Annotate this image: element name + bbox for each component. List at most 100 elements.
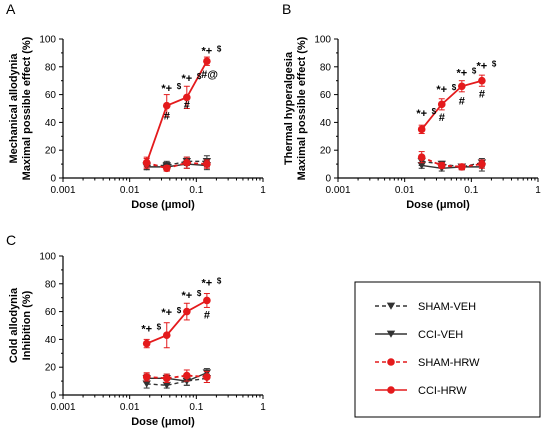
significance-label: *+	[202, 45, 213, 57]
significance-label: #	[184, 100, 190, 112]
legend-item: CCI-VEH	[375, 329, 463, 341]
y-tick-label: 20	[45, 146, 57, 157]
data-point	[162, 374, 171, 383]
significance-sup: $	[157, 322, 162, 331]
legend-marker	[386, 302, 396, 310]
series-cci-veh	[417, 162, 487, 173]
y-tick-label: 40	[45, 118, 57, 129]
significance-label: *+	[181, 290, 192, 302]
series-sham-veh	[417, 156, 487, 171]
series-line	[421, 156, 483, 168]
y-tick-label: 0	[325, 174, 331, 185]
data-point	[417, 153, 426, 161]
x-tick-label: 1	[260, 402, 266, 413]
panel-c: C 0 20 40 60 80 100 0.001 0.01 0.1 1 Dose (μmol) Col…	[6, 232, 266, 428]
data-point	[203, 57, 211, 66]
significance-sup: $	[492, 60, 497, 69]
data-point	[183, 93, 191, 102]
data-point	[417, 125, 426, 134]
y-tick-label: 20	[45, 363, 57, 374]
data-point	[183, 371, 191, 380]
legend-label: SHAM-HRW	[418, 357, 480, 369]
x-tick-label: 0.1	[189, 402, 203, 413]
series-line	[146, 299, 208, 345]
data-point	[478, 76, 486, 85]
data-point	[203, 373, 211, 381]
series-sham-hrw	[417, 151, 486, 171]
legend-marker	[387, 358, 395, 366]
x-axis-title: Dose (μmol)	[131, 416, 195, 428]
x-tick-label: 0.001	[50, 185, 75, 196]
y-tick-label: 80	[320, 62, 332, 73]
x-tick-label: 0.1	[464, 185, 478, 196]
data-point	[162, 381, 171, 390]
data-point	[162, 331, 171, 340]
series-cci-hrw	[142, 56, 211, 169]
significance-sup: $	[452, 83, 457, 92]
y-tick-label: 40	[320, 118, 332, 129]
legend-item: SHAM-VEH	[375, 301, 476, 313]
panel-letter: B	[282, 1, 291, 17]
x-tick-label: 1	[535, 185, 541, 196]
legend-label: CCI-HRW	[418, 385, 467, 397]
significance-label: #	[439, 112, 445, 124]
y-tick-label: 60	[320, 90, 332, 101]
panel-letter: A	[6, 1, 16, 17]
legend-label: SHAM-VEH	[418, 301, 476, 313]
x-tick-label: 0.01	[120, 185, 140, 196]
x-axis-title: Dose (μmol)	[406, 199, 470, 211]
series-line	[420, 79, 483, 130]
significance-sup: $	[217, 44, 222, 53]
significance-label: *+	[436, 84, 447, 96]
x-tick-label: 1	[260, 185, 266, 196]
legend-item: CCI-HRW	[375, 385, 467, 397]
y-axis-title-line: Inhibition (%)	[21, 290, 33, 360]
y-tick-label: 100	[39, 252, 56, 263]
data-point	[142, 373, 151, 381]
significance-sup: $	[472, 67, 477, 76]
significance-label: *+	[202, 278, 213, 290]
significance-sup: $	[217, 277, 222, 286]
x-tick-label: 0.01	[120, 402, 140, 413]
data-point	[437, 100, 446, 109]
significance-label: *+	[477, 61, 488, 73]
significance-label: *+	[141, 323, 152, 335]
significance-label: #	[164, 111, 170, 123]
series-line	[421, 164, 482, 169]
legend-label: CCI-VEH	[418, 329, 463, 341]
significance-sup: $	[197, 72, 202, 81]
y-tick-label: 100	[314, 35, 331, 46]
y-tick-label: 20	[320, 146, 332, 157]
panel-a: A 0 20 40 60 80 100 0.001 0.01 0.1 1 Dose (μmol) Mec…	[6, 1, 266, 211]
y-tick-label: 80	[45, 279, 57, 290]
panel-b: B 0 20 40 60 80 100 0.001 0.01 0.1 1 Dose (μmol) The…	[282, 1, 541, 211]
significance-sup: $	[177, 306, 182, 315]
y-axis-title-line: Maximal possible effect (%)	[21, 36, 33, 180]
significance-label: *+	[161, 83, 172, 95]
data-point	[458, 163, 466, 171]
legend-box	[354, 281, 541, 418]
data-point	[458, 82, 466, 91]
data-point	[183, 158, 191, 167]
y-axis-title-line: Mechanical allodynia	[8, 53, 20, 164]
significance-label: #	[204, 310, 210, 322]
y-axis-title-line: Maximal possible effect (%)	[296, 36, 308, 180]
y-tick-label: 80	[45, 62, 57, 73]
significance-sup: $	[432, 107, 437, 116]
series-sham-hrw	[142, 369, 211, 383]
data-point	[183, 307, 191, 316]
significance-label: #@	[201, 69, 218, 81]
data-point	[203, 296, 211, 305]
legend: SHAM-VEH CCI-VEH SHAM-HRW CCI-HRW	[354, 281, 541, 418]
series-line	[146, 374, 207, 380]
x-tick-label: 0.01	[395, 185, 415, 196]
significance-sup: $	[197, 289, 202, 298]
y-axis-title-line: Thermal hyperalgesia	[283, 51, 295, 165]
significance-sup: $	[177, 82, 182, 91]
x-tick-label: 0.1	[189, 185, 203, 196]
data-point	[142, 339, 151, 348]
x-tick-label: 0.001	[50, 402, 75, 413]
data-point	[162, 101, 171, 110]
significance-label: *+	[416, 108, 427, 120]
